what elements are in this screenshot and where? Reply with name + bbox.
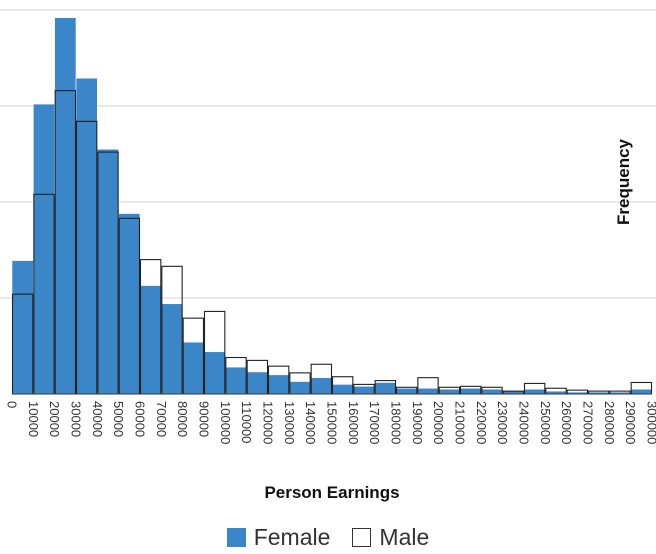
female-bar-8 [182, 341, 205, 395]
x-tick-label-16: 160000 [346, 401, 361, 444]
female-bar-7 [161, 303, 183, 395]
x-tick-labels: 0 10000 20000 30000 40000 50000 60000 70000 8000… [5, 401, 656, 444]
female-bar-20 [438, 388, 461, 395]
female-bar-13 [289, 381, 311, 395]
female-bar-14 [310, 377, 333, 395]
female-bar-3 [75, 77, 98, 395]
female-series [11, 17, 653, 395]
female-bar-29 [630, 388, 653, 395]
female-bar-21 [459, 387, 482, 395]
x-tick-label-24: 240000 [517, 401, 532, 444]
legend-item-female: Female [226, 523, 331, 551]
x-tick-label-11: 110000 [239, 401, 254, 443]
legend: Female Male [0, 522, 656, 552]
female-bar-10 [225, 366, 247, 395]
legend-label-female: Female [253, 523, 331, 550]
x-tick-label-7: 70000 [154, 401, 169, 437]
x-tick-label-4: 40000 [90, 401, 105, 437]
female-bar-19 [417, 387, 439, 395]
x-tick-label-20: 200000 [431, 401, 446, 444]
x-tick-label-6: 60000 [133, 401, 148, 437]
histogram-chart: 0 10000 20000 30000 40000 50000 60000 70000 8000… [0, 9, 656, 502]
x-tick-label-9: 90000 [197, 401, 212, 437]
x-tick-label-21: 210000 [453, 401, 468, 444]
female-bar-4 [97, 148, 119, 395]
x-tick-label-25: 250000 [538, 401, 553, 444]
female-bar-22 [481, 388, 503, 395]
x-tick-label-18: 180000 [389, 401, 404, 444]
female-bar-1 [33, 103, 55, 395]
x-tick-label-26: 260000 [559, 401, 574, 444]
x-tick-label-3: 30000 [69, 401, 84, 437]
x-tick-label-23: 230000 [495, 401, 510, 444]
x-tick-label-2: 20000 [47, 401, 62, 437]
x-tick-label-14: 140000 [303, 401, 318, 444]
male-swatch [352, 527, 372, 547]
x-tick-label-10: 100000 [218, 401, 233, 444]
female-bar-5 [118, 213, 141, 395]
female-swatch [226, 527, 246, 547]
x-tick-label-28: 280000 [602, 401, 617, 444]
x-tick-label-15: 150000 [325, 401, 340, 444]
x-tick-label-0: 0 [5, 401, 20, 408]
female-bar-17 [374, 382, 397, 395]
x-tick-label-8: 80000 [175, 401, 190, 437]
x-tick-label-27: 270000 [581, 401, 596, 444]
female-bar-6 [139, 285, 162, 395]
x-tick-label-17: 170000 [367, 401, 382, 444]
legend-item-male: Male [352, 524, 429, 551]
female-bar-15 [331, 384, 354, 395]
female-bar-12 [267, 374, 290, 395]
female-bar-24 [523, 388, 546, 395]
female-bar-18 [395, 387, 418, 395]
x-tick-label-19: 190000 [410, 401, 425, 444]
x-tick-label-12: 120000 [261, 401, 276, 444]
x-tick-label-29: 290000 [623, 401, 638, 444]
y-axis-title: Frequency [614, 138, 633, 225]
x-tick-label-13: 130000 [282, 401, 297, 444]
legend-label-male: Male [379, 523, 430, 550]
female-bar-16 [353, 386, 375, 395]
male-series [11, 90, 653, 395]
x-tick-label-1: 10000 [26, 401, 41, 437]
female-bar-2 [54, 17, 77, 395]
x-axis-title: Person Earnings [264, 483, 399, 502]
female-bar-11 [246, 371, 269, 395]
female-bar-9 [203, 351, 226, 395]
x-tick-label-5: 50000 [111, 401, 126, 437]
x-tick-label-22: 220000 [474, 401, 489, 444]
x-tick-label-30: 300000 [645, 401, 656, 444]
female-bar-0 [11, 260, 34, 395]
